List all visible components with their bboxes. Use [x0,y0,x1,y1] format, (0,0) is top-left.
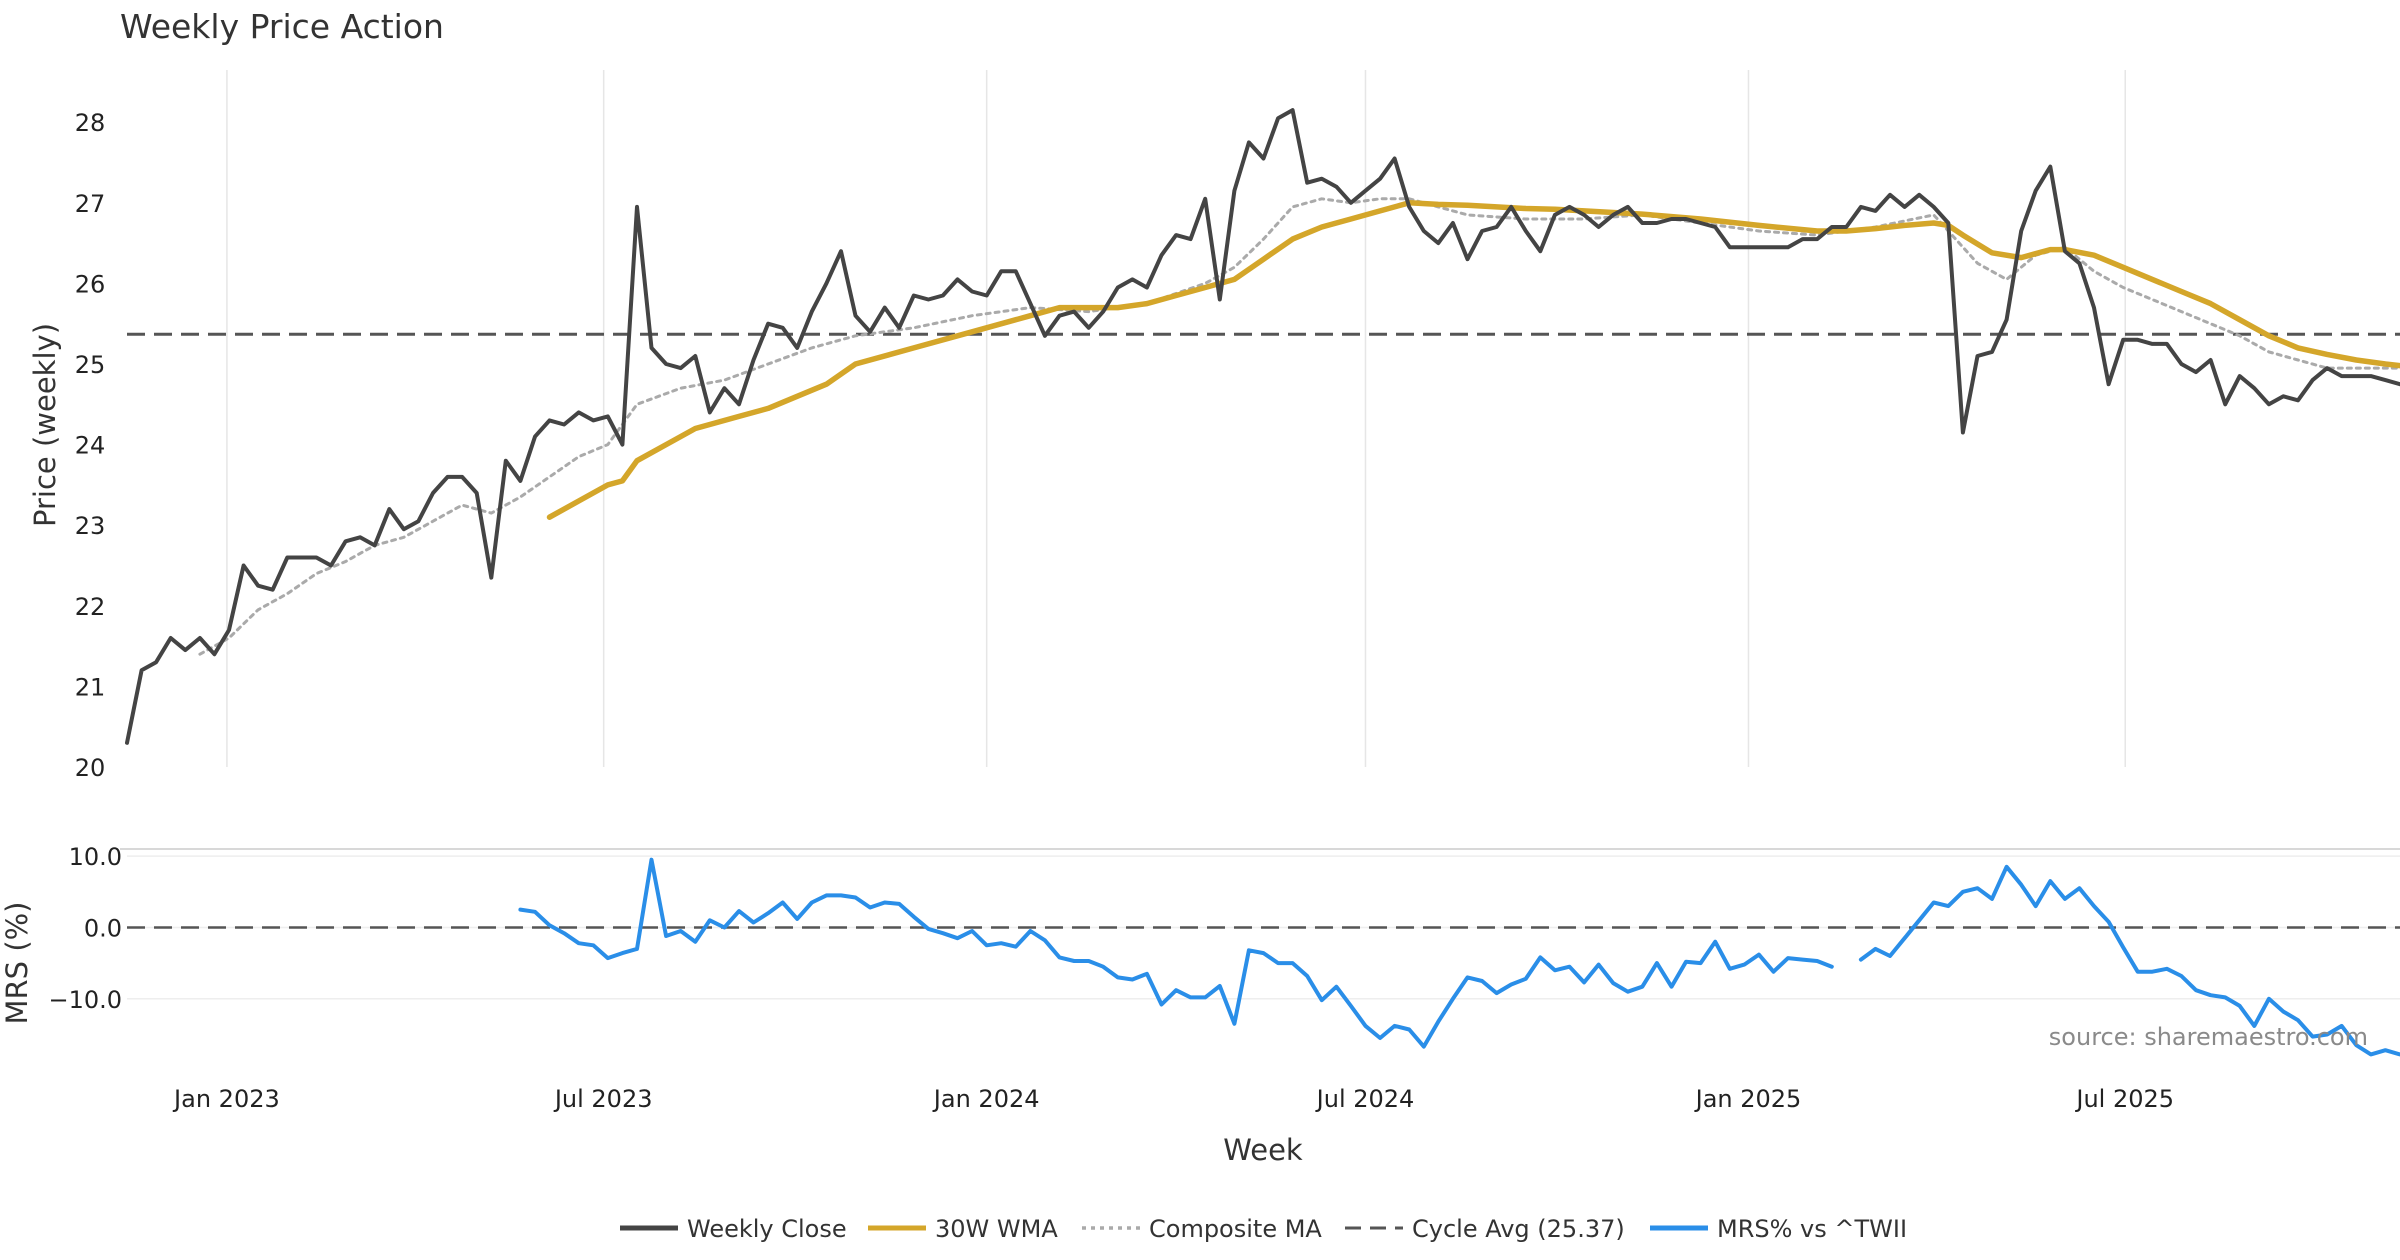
price-y-tick-label: 23 [75,512,106,540]
series-line-mrs-vs-twii [518,857,1834,1049]
x-axis-label: Week [1223,1133,1303,1167]
price-panel-grid [226,70,2126,767]
x-tick-label: Jul 2023 [553,1085,653,1113]
price-y-tick-label: 20 [75,754,106,782]
x-tick-label: Jan 2025 [1694,1085,1802,1113]
price-y-tick-label: 25 [75,351,106,379]
legend: Weekly Close 30W WMA Composite MA Cycle Avg… [620,1215,1907,1243]
price-y-tick-label: 27 [75,190,106,218]
legend-label: 30W WMA [935,1215,1058,1243]
mrs-y-tick-label: 0.0 [84,914,122,942]
price-y-tick-label: 28 [75,109,106,137]
price-y-tick-label: 22 [75,593,106,621]
x-tick-label: Jul 2024 [1315,1085,1415,1113]
price-y-tick-label: 26 [75,270,106,298]
mrs-y-axis-label: MRS (%) [0,902,34,1025]
price-y-axis-label: Price (weekly) [28,323,62,527]
series-line-composite-ma [198,197,2400,656]
price-y-tick-label: 24 [75,432,106,460]
mrs-y-tick-labels: 10.0 0.0 −10.0 [48,843,122,1014]
price-y-tick-labels: 20 21 22 23 24 25 26 27 28 [75,109,106,782]
series-line-weekly-close [125,108,2400,745]
legend-label: Cycle Avg (25.37) [1412,1215,1625,1243]
legend-label: MRS% vs ^TWII [1717,1215,1907,1243]
x-tick-label: Jan 2024 [932,1085,1040,1113]
price-y-tick-label: 21 [75,673,106,701]
series-line-30w-wma [546,200,2400,520]
x-tick-label: Jul 2025 [2074,1085,2174,1113]
legend-label: Weekly Close [687,1215,847,1243]
series-line-mrs-vs-twii [1858,864,2400,1057]
x-tick-labels: Jan 2023 Jul 2023 Jan 2024 Jul 2024 Jan 2025… [172,1085,2174,1113]
x-tick-label: Jan 2023 [172,1085,280,1113]
series-layer [125,108,2400,1057]
legend-label: Composite MA [1149,1215,1322,1243]
source-note: source: sharemaestro.com [2049,1023,2368,1051]
chart-title: Weekly Price Action [120,7,444,46]
mrs-y-tick-label: 10.0 [69,843,122,871]
mrs-y-tick-label: −10.0 [48,986,122,1014]
